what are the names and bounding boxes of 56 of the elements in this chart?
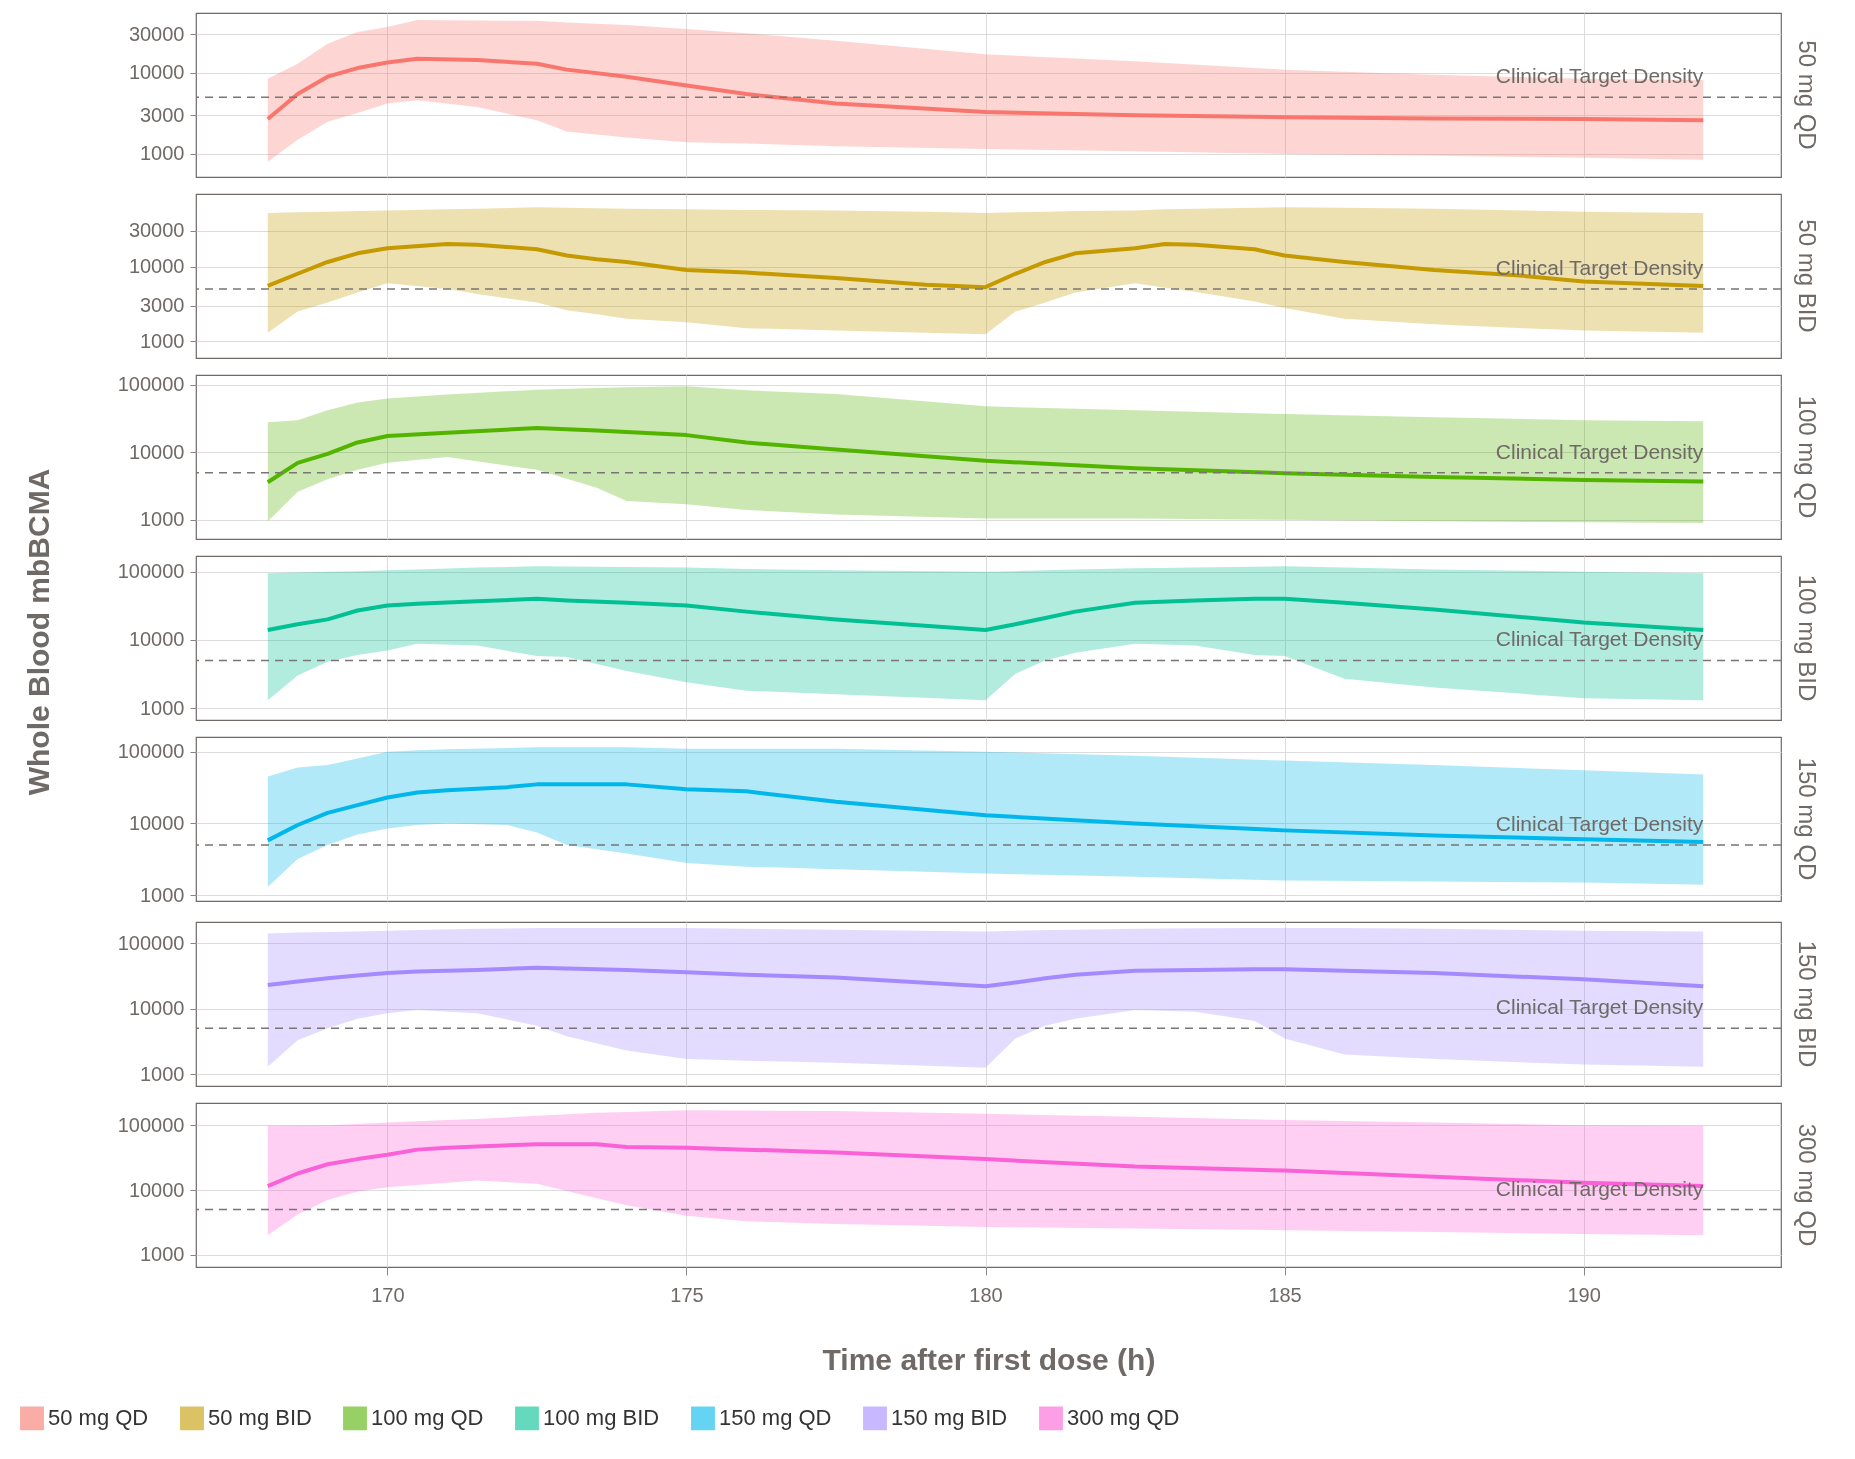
line-series: [265, 965, 1706, 989]
legend-label: 50 mg BID: [208, 1405, 312, 1431]
y-tick-label: 1000: [140, 508, 185, 531]
legend-label: 150 mg QD: [719, 1405, 832, 1431]
text: 100 mg BID: [1793, 574, 1821, 702]
text: 150 mg BID: [1793, 940, 1821, 1068]
y-tick-label: 100000: [117, 1113, 185, 1136]
y-tick-label: 10000: [128, 628, 185, 651]
ref-line-label: Clinical Target Density: [1495, 256, 1704, 280]
legend-label: 300 mg QD: [1067, 1405, 1180, 1431]
text: 100 mg QD: [1793, 395, 1821, 519]
legend-label: 50 mg QD: [48, 1405, 149, 1431]
y-tick-label: 3000: [140, 294, 185, 317]
y-tick-label: 10000: [128, 811, 185, 834]
y-tick-label: 1000: [140, 142, 185, 165]
y-tick-label: 10000: [128, 997, 185, 1020]
ref-line-label: Clinical Target Density: [1495, 812, 1704, 836]
text: 50 mg QD: [1793, 40, 1821, 150]
line-series: [265, 596, 1706, 632]
legend-label: 100 mg QD: [371, 1405, 484, 1431]
text: 150 mg QD: [1793, 757, 1821, 881]
y-tick-label: 1000: [140, 1243, 185, 1266]
y-tick-label: 100000: [117, 740, 185, 763]
y-tick-label: 10000: [128, 1178, 185, 1201]
x-tick-label: 190: [1567, 1283, 1601, 1306]
line-series: [265, 425, 1706, 485]
y-tick-label: 1000: [140, 696, 185, 719]
line-series: [265, 241, 1706, 290]
y-tick-label: 1000: [140, 1062, 185, 1085]
y-tick-label: 10000: [128, 255, 185, 278]
y-tick-label: 10000: [128, 440, 185, 463]
x-axis-title: Time after first dose (h): [822, 1342, 1156, 1376]
y-tick-label: 30000: [128, 22, 185, 45]
y-tick-label: 10000: [128, 61, 185, 84]
x-tick-label: 170: [371, 1283, 405, 1306]
y-tick-label: 1000: [140, 329, 185, 352]
legend-label: 100 mg BID: [543, 1405, 660, 1431]
text: 300 mg QD: [1793, 1123, 1821, 1247]
ref-line-label: Clinical Target Density: [1495, 995, 1704, 1019]
y-tick-label: 100000: [117, 560, 185, 583]
y-tick-label: 30000: [128, 219, 185, 242]
y-tick-label: 1000: [140, 883, 185, 906]
y-tick-label: 100000: [117, 931, 185, 954]
ref-line-label: Clinical Target Density: [1495, 627, 1704, 651]
x-tick-label: 175: [670, 1283, 704, 1306]
legend-label: 150 mg BID: [891, 1405, 1008, 1431]
y-axis-title: Whole Blood mbBCMA: [22, 468, 55, 796]
line-series: [265, 782, 1706, 845]
y-tick-label: 100000: [117, 373, 185, 396]
ref-line-label: Clinical Target Density: [1495, 439, 1704, 463]
x-tick-label: 185: [1268, 1283, 1302, 1306]
x-tick-label: 180: [969, 1283, 1003, 1306]
ref-line-label: Clinical Target Density: [1495, 64, 1704, 88]
y-tick-label: 3000: [140, 103, 185, 126]
text: 50 mg BID: [1793, 219, 1821, 333]
line-series: [265, 56, 1706, 123]
